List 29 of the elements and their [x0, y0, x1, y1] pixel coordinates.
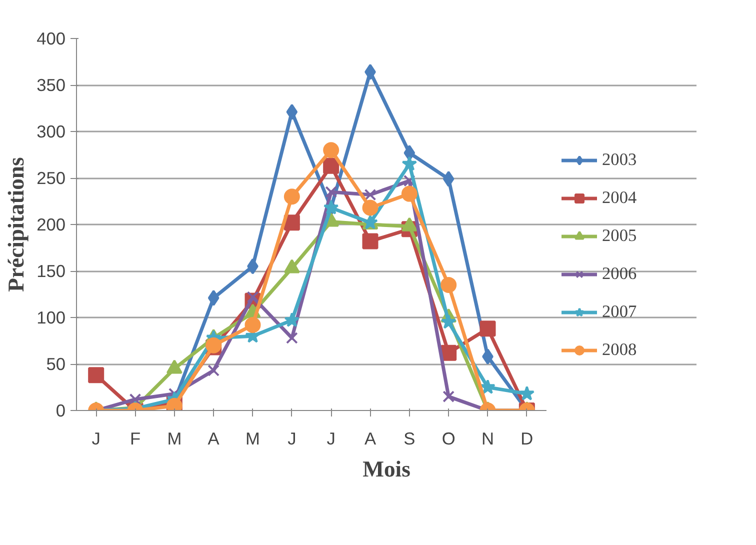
x-axis-title: Mois	[362, 456, 411, 482]
y-tick-label: 350	[36, 75, 66, 95]
legend-label: 2004	[602, 188, 638, 208]
legend-label: 2008	[602, 340, 638, 360]
y-tick-label: 100	[36, 308, 66, 328]
y-tick-label: 150	[36, 261, 66, 281]
x-tick-label: M	[246, 428, 260, 448]
x-tick-label: J	[326, 428, 336, 448]
legend-label: 2003	[602, 150, 638, 170]
y-tick-label: 300	[36, 122, 66, 142]
x-tick-label: O	[442, 428, 456, 448]
legend-label: 2007	[602, 302, 638, 322]
x-tick-label: A	[208, 428, 220, 448]
x-tick-label: A	[364, 428, 376, 448]
x-tick-label: D	[520, 428, 534, 448]
x-tick-label: N	[481, 428, 494, 448]
y-tick-label: 50	[46, 354, 66, 374]
x-tick-label: F	[130, 428, 141, 448]
y-tick-label: 400	[36, 28, 66, 48]
x-tick-label: M	[167, 428, 182, 448]
y-tick-label: 250	[36, 168, 66, 188]
y-tick-label: 200	[36, 214, 66, 234]
y-axis-title: Précipitations	[4, 156, 29, 292]
y-tick-label: 0	[56, 400, 66, 420]
legend-label: 2005	[602, 226, 638, 246]
x-tick-label: J	[92, 428, 100, 448]
x-tick-label: S	[404, 428, 416, 448]
legend-label: 2006	[602, 264, 638, 284]
x-tick-label: J	[288, 428, 296, 448]
